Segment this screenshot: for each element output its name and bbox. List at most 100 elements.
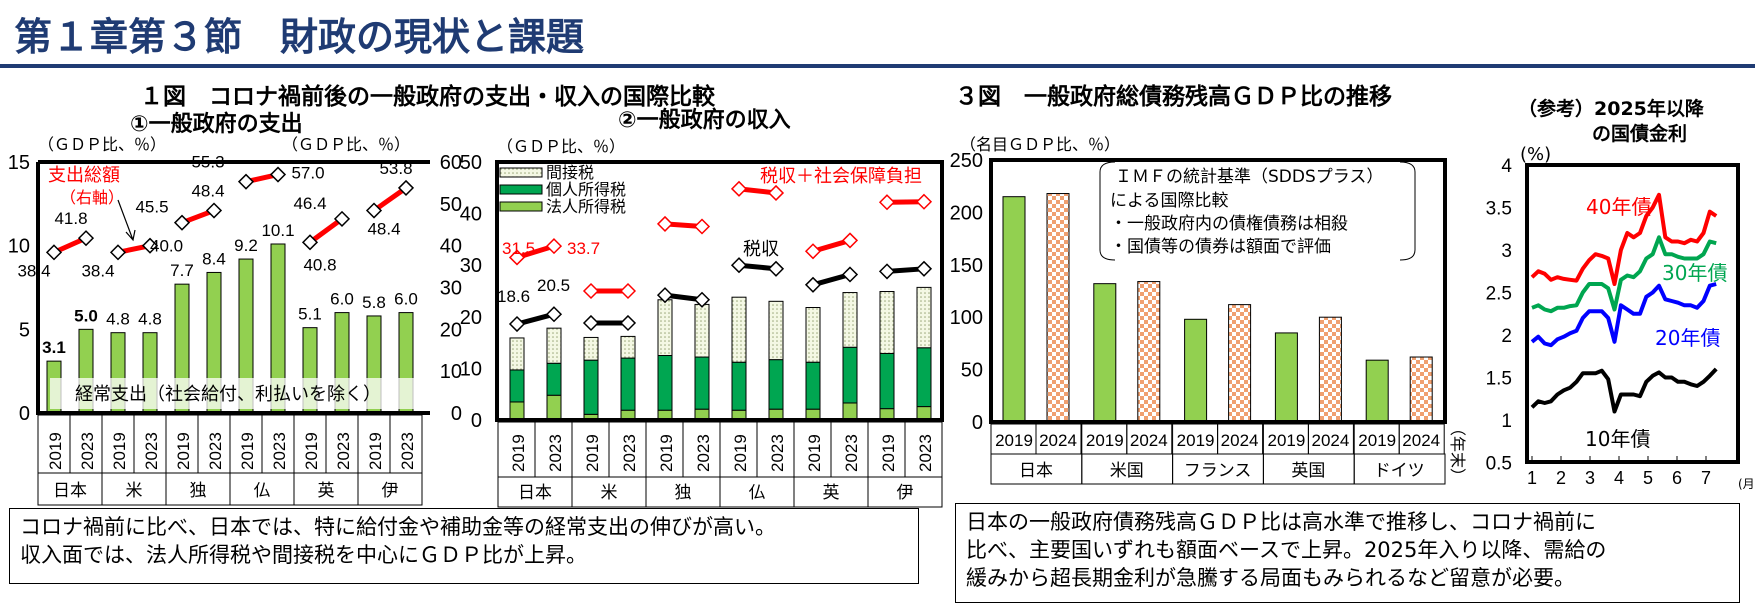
yield-line-1	[1531, 235, 1717, 314]
tax-and-social-security-marker	[767, 184, 785, 202]
yield-line-0	[1530, 192, 1718, 286]
income-tax-bar	[879, 352, 895, 410]
line-value-label: 33.7	[567, 239, 600, 258]
y-tick-label-right: 50	[440, 194, 462, 216]
tax-revenue-marker	[619, 314, 637, 332]
line-value-label: 40.8	[303, 255, 336, 274]
line-value-label: 31.5	[502, 239, 535, 258]
revenue-axis-unit: （ＧＤＰ比、％）	[497, 137, 625, 156]
year-label: 2019	[238, 432, 257, 470]
total-spending-line	[372, 185, 408, 213]
total-spending-marker	[77, 230, 95, 247]
country-label: 英国	[1291, 461, 1325, 481]
year-label: 2023	[334, 432, 353, 470]
bar-value-label: 5.1	[298, 305, 322, 324]
year-label: 2023	[620, 434, 639, 472]
country-label: 米	[601, 483, 618, 503]
tax-and-social-security-marker	[545, 238, 563, 255]
y-tick-label: 3	[1501, 241, 1512, 262]
debt-bar-2019	[1184, 318, 1208, 423]
year-label: 2023	[916, 434, 935, 472]
y-tick-label: 5	[19, 319, 30, 341]
indirect-tax-bar	[546, 327, 562, 364]
corporate-tax-bar	[842, 402, 858, 421]
total-spending-marker	[205, 202, 223, 219]
debt-bar-2019	[1093, 283, 1117, 423]
tax-and-social-security-marker	[841, 232, 859, 249]
methodology-note-line: ・国債等の債券は額面で評価	[1110, 237, 1331, 257]
y-tick-label: 50	[961, 360, 983, 382]
debt-bar-2019	[1274, 332, 1298, 423]
line-value-label: 48.4	[367, 220, 400, 239]
income-tax-bar	[657, 355, 673, 411]
line-value-label: 57.0	[291, 164, 324, 183]
line-value-label: 40.0	[150, 237, 183, 256]
year-label: 2019	[1086, 431, 1124, 450]
total-spending-marker	[237, 173, 255, 190]
country-label: 日本	[518, 483, 552, 503]
year-label: 2019	[509, 434, 528, 472]
country-label: 独	[675, 483, 692, 503]
total-spending-marker	[301, 234, 319, 251]
country-cell	[357, 472, 423, 506]
corporate-tax-bar	[509, 401, 525, 421]
y-tick-label: 0.5	[1486, 454, 1512, 475]
tax-revenue-marker	[508, 315, 526, 333]
bar-series-label: 経常支出（社会給付、利払いを除く）	[75, 384, 381, 405]
debt-bar-2024	[1409, 356, 1433, 423]
line-value-label: 48.4	[191, 182, 224, 201]
year-label: 2024	[1311, 431, 1349, 450]
tax-revenue-marker	[656, 287, 674, 304]
x-tick-label: 4	[1614, 468, 1624, 488]
plot-frame	[495, 160, 944, 422]
debt-axis-unit: （名目ＧＤＰ比、％）	[960, 135, 1120, 154]
year-label: 2023	[206, 432, 225, 470]
debt-bar-2024	[1318, 316, 1342, 423]
legend-swatch	[499, 201, 543, 212]
tax-and-social-security-marker	[730, 180, 748, 197]
indirect-tax-bar	[694, 303, 710, 358]
line-value-label: 20.5	[537, 276, 570, 295]
arrow-icon	[117, 199, 136, 242]
total-spending-line	[308, 216, 344, 245]
y-tick-label: 150	[950, 255, 983, 277]
total-spending-marker	[333, 210, 351, 227]
year-label: 2019	[879, 434, 898, 472]
x-tick-label: 6	[1672, 468, 1682, 488]
left-axis-unit: （ＧＤＰ比、％）	[38, 135, 166, 154]
y-tick-label: 0	[972, 412, 983, 434]
year-label: 2023	[546, 434, 565, 472]
x-tick-label: 7	[1701, 468, 1711, 488]
bar-value-label: 9.2	[234, 236, 258, 255]
year-label: 2019	[583, 434, 602, 472]
country-label: 独	[190, 481, 207, 501]
x-tick-label: 3	[1585, 468, 1595, 488]
figure3-title: ３図 一般政府総債務残高ＧＤＰ比の推移	[955, 83, 1392, 110]
indirect-tax-bar	[805, 307, 821, 363]
tax-and-social-security-marker	[582, 282, 600, 300]
income-tax-bar	[546, 362, 562, 396]
yield-line-2	[1530, 282, 1717, 348]
year-label: 2023	[398, 432, 417, 470]
country-label: 伊	[382, 481, 399, 501]
year-label: 2023	[842, 434, 861, 472]
bar-value-label: 4.8	[138, 310, 162, 329]
indirect-tax-bar	[879, 291, 895, 354]
total-spending-marker	[45, 244, 63, 261]
tax-revenue-marker	[804, 276, 822, 293]
methodology-note-line: ・一般政府内の債権債務は相殺	[1110, 214, 1348, 234]
bar-value-label: 8.4	[202, 249, 226, 268]
bar-value-label: 6.0	[330, 290, 354, 309]
tax-and-social-security-marker	[915, 193, 933, 210]
legend-label: 個人所得税	[546, 180, 626, 199]
y-tick-label-right: 60	[440, 152, 462, 174]
y-tick-label: 2	[1501, 326, 1512, 347]
plot-frame	[36, 162, 430, 415]
country-label: 米	[126, 481, 143, 501]
country-label: 日本	[1019, 461, 1053, 481]
y-tick-label: 10	[460, 358, 482, 380]
indirect-tax-bar	[509, 337, 525, 371]
tax-and-social-security-marker	[508, 249, 526, 266]
summary-note-left: コロナ禍前に比べ、日本では、特に給付金や補助金等の経常支出の伸びが高い。 収入面…	[9, 508, 919, 584]
